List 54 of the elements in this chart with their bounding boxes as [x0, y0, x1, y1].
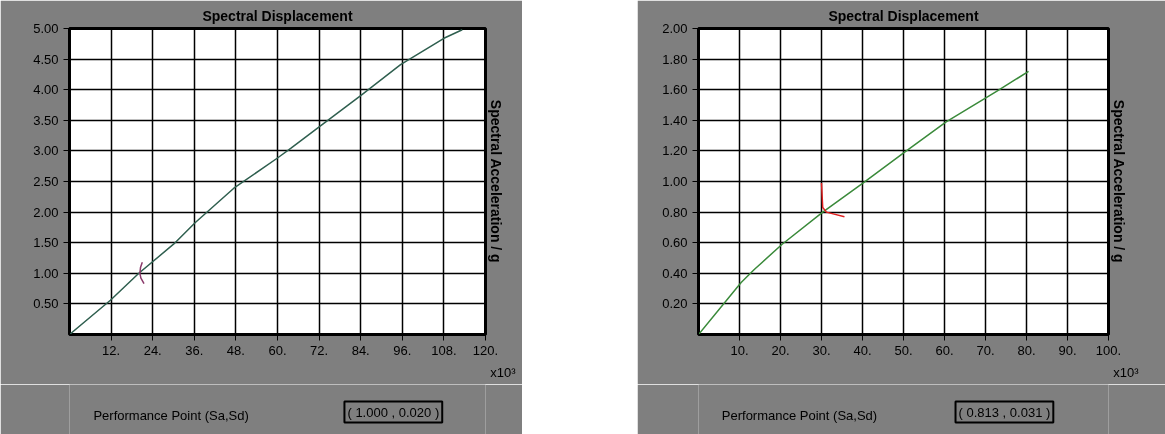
x-tick-label: 70.	[976, 342, 995, 358]
x-tick-label: 96.	[393, 342, 412, 358]
line-series	[139, 261, 145, 285]
line-series	[69, 28, 464, 335]
y-tick-label: 1.20	[662, 143, 688, 159]
y-axis-title: Spectral Acceleration / g	[1110, 99, 1127, 263]
x-tick-label: 100.	[1095, 342, 1122, 358]
x-tick-label: 72.	[310, 342, 329, 358]
text: ( 1.000 , 0.020 )	[347, 404, 440, 420]
y-tick-label: 1.00	[662, 174, 688, 189]
y-tick-label: 4.00	[33, 82, 59, 98]
y-tick-label: 0.20	[662, 296, 688, 312]
x-axis-title: x10³	[1113, 364, 1140, 380]
x-tick-label: 12.	[102, 342, 121, 358]
x-tick-label: 60.	[935, 342, 954, 358]
y-tick-label: 3.50	[33, 112, 59, 128]
x-axis-title: x10³	[490, 364, 517, 380]
x-tick-label: 60.	[268, 342, 287, 358]
y-tick-label: 0.60	[662, 235, 688, 251]
y-tick-label: 0.40	[662, 265, 688, 281]
text: Performance Point (Sa,Sd)	[721, 407, 878, 423]
x-tick-label: 36.	[185, 342, 204, 358]
y-tick-label: 4.50	[33, 51, 59, 67]
y-tick-label: 1.50	[33, 235, 59, 251]
x-tick-label: 40.	[853, 342, 872, 358]
y-tick-label: 3.00	[33, 143, 59, 159]
x-tick-label: 84.	[351, 342, 370, 358]
text: ( 0.813 , 0.031 )	[958, 404, 1051, 420]
chart-title: Spectral Displacement	[202, 7, 353, 24]
y-tick-label: 1.60	[662, 82, 688, 98]
y-axis-title: Spectral Acceleration / g	[487, 99, 504, 263]
x-tick-label: 80.	[1017, 342, 1036, 358]
y-tick-label: 0.80	[662, 204, 688, 220]
text: Performance Point (Sa,Sd)	[93, 407, 249, 423]
y-tick-label: 0.50	[33, 296, 59, 312]
y-tick-label: 2.00	[662, 21, 688, 36]
x-tick-label: 10.	[730, 342, 749, 358]
line-series	[698, 70, 1030, 335]
chart-title: Spectral Displacement	[828, 7, 979, 24]
y-tick-label: 1.00	[33, 265, 59, 281]
x-tick-label: 90.	[1058, 342, 1077, 358]
x-tick-label: 108.	[431, 342, 457, 358]
x-tick-label: 120.	[472, 342, 499, 358]
x-tick-label: 48.	[226, 342, 245, 358]
x-tick-label: 30.	[812, 342, 831, 358]
y-tick-label: 5.00	[33, 21, 59, 36]
y-tick-label: 1.80	[662, 51, 688, 67]
x-tick-label: 50.	[894, 342, 913, 358]
line-series	[820, 182, 846, 218]
y-tick-label: 2.00	[33, 204, 59, 220]
y-tick-label: 2.50	[33, 174, 59, 189]
x-tick-label: 20.	[771, 342, 790, 358]
x-tick-label: 24.	[143, 342, 162, 358]
y-tick-label: 1.40	[662, 112, 688, 128]
